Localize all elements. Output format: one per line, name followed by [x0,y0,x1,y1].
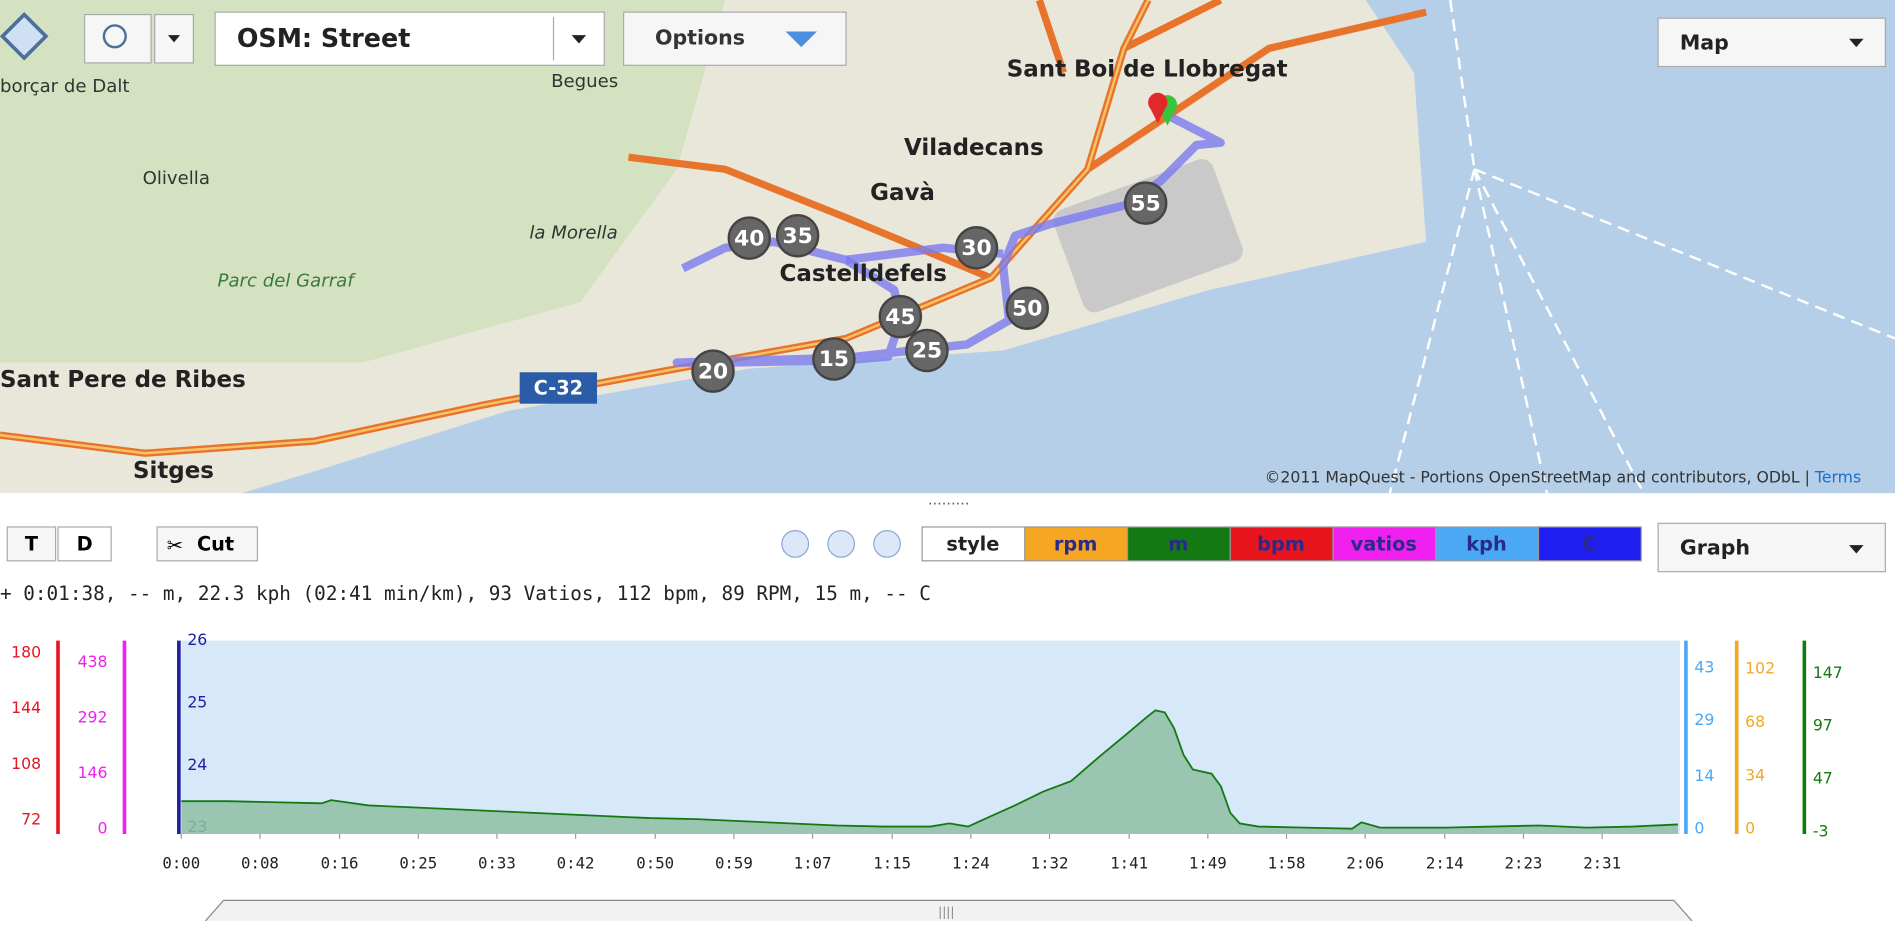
y-tick-label: 108 [11,754,41,773]
x-tick-label: 1:24 [952,854,990,873]
place-label: Begues [551,71,618,92]
map-type-label: Map [1680,31,1729,55]
x-tick-label: 0:33 [478,854,516,873]
y-tick-label: 68 [1745,712,1765,731]
x-tick-label: 1:15 [873,854,911,873]
legend-label: rpm [1054,533,1098,556]
options-label: Options [655,26,745,50]
forward-button[interactable] [874,531,901,558]
graph-controls: ......... T D Cut ✂ style rpm m bpm vatios kp… [0,492,1885,605]
attribution-text: ©2011 MapQuest - Portions OpenStreetMap … [1265,467,1810,486]
y-tick-label: 0 [98,818,108,837]
place-label: Sitges [133,458,214,484]
x-tick-label: 2:31 [1583,854,1621,873]
view-label: Graph [1680,536,1750,560]
y-tick-label: 147 [1813,663,1843,682]
legend-label: style [946,533,999,556]
x-tick-label: 0:00 [162,854,200,873]
x-tick-label: 0:42 [557,854,595,873]
y-tick-label: 102 [1745,658,1775,677]
y-tick-label: 29 [1694,710,1714,729]
road-label: C-32 [534,377,584,400]
place-label: Olivella [143,168,210,189]
place-label: Sant Pere de Ribes [0,367,246,393]
y-tick-label: 146 [78,763,108,782]
place-label: Sant Boi de Llobregat [1007,57,1288,83]
place-label: Viladecans [904,135,1044,161]
scrollbar: |||| [205,900,1692,921]
zoom-button[interactable] [85,15,151,63]
km-label: 30 [961,236,991,261]
x-tick-label: 1:32 [1031,854,1069,873]
km-label: 50 [1012,296,1042,321]
y-tick-label: 24 [187,755,207,774]
splitter[interactable]: ......... [928,492,969,508]
rewind-button[interactable] [782,531,809,558]
place-label: Castelldefels [780,261,947,287]
km-label: 25 [912,339,942,364]
x-tick-label: 1:58 [1268,854,1306,873]
x-tick-label: 2:23 [1505,854,1543,873]
legend-label: bpm [1257,533,1305,556]
place-label: Parc del Garraf [218,271,357,292]
y-tick-label: 26 [187,630,207,649]
y-tick-label: 180 [11,642,41,661]
y-tick-label: 47 [1813,768,1833,787]
y-tick-label: 14 [1694,766,1714,785]
cut-label: Cut [197,533,234,556]
terms-link[interactable]: Terms [1814,467,1861,486]
x-tick-label: 1:41 [1110,854,1148,873]
x-tick-label: 1:07 [794,854,832,873]
legend-label: vatios [1351,533,1417,556]
attribution: ©2011 MapQuest - Portions OpenStreetMap … [1265,467,1861,486]
grip: |||| [938,905,954,919]
x-tick-label: 0:08 [241,854,279,873]
km-label: 40 [734,226,764,251]
y-tick-label: 25 [187,692,207,711]
status-text: + 0:01:38, -- m, 22.3 kph (02:41 min/km)… [0,582,931,605]
x-tick-label: 2:14 [1426,854,1464,873]
legend-label: m [1168,533,1188,556]
km-label: 45 [885,305,915,330]
x-tick-label: 0:59 [715,854,753,873]
page: borçar de Dalt Begues Sant Boi de Llobre… [0,0,1895,921]
x-tick-label: 0:50 [636,854,674,873]
legend-label: kph [1466,533,1506,556]
x-tick-label: 0:25 [399,854,437,873]
plot-area [181,641,1680,834]
play-button[interactable] [828,531,855,558]
x-tick-label: 2:06 [1346,854,1384,873]
legend-label: C [1582,533,1596,556]
y-tick-label: 97 [1813,716,1833,735]
x-tick-label: 1:49 [1189,854,1227,873]
d-label: D [77,533,93,556]
y-tick-label: 438 [78,652,108,671]
km-label: 55 [1131,191,1161,216]
y-tick-label: 72 [21,810,41,829]
t-label: T [25,533,39,556]
y-tick-label: 34 [1745,765,1765,784]
layer-label: OSM: Street [237,23,410,53]
y-tick-label: -3 [1813,821,1829,840]
x-tick-label: 0:16 [321,854,359,873]
legend: style rpm m bpm vatios kph C [922,527,1641,561]
km-label: 15 [819,347,849,372]
place-label: borçar de Dalt [0,76,129,97]
place-label: la Morella [529,222,617,243]
y-tick-label: 0 [1745,819,1755,838]
place-label: Gavà [870,180,935,206]
y-tick-label: 292 [78,707,108,726]
y-tick-label: 0 [1694,819,1704,838]
chart: 7210814418001462924382324252601429430346… [11,630,1843,873]
y-tick-label: 43 [1694,658,1714,677]
scissors-icon: ✂ [167,534,183,557]
screen: borçar de Dalt Begues Sant Boi de Llobre… [0,0,1895,921]
map: borçar de Dalt Begues Sant Boi de Llobre… [0,0,1895,493]
km-label: 20 [698,359,728,384]
km-label: 35 [782,224,812,249]
y-tick-label: 144 [11,698,41,717]
